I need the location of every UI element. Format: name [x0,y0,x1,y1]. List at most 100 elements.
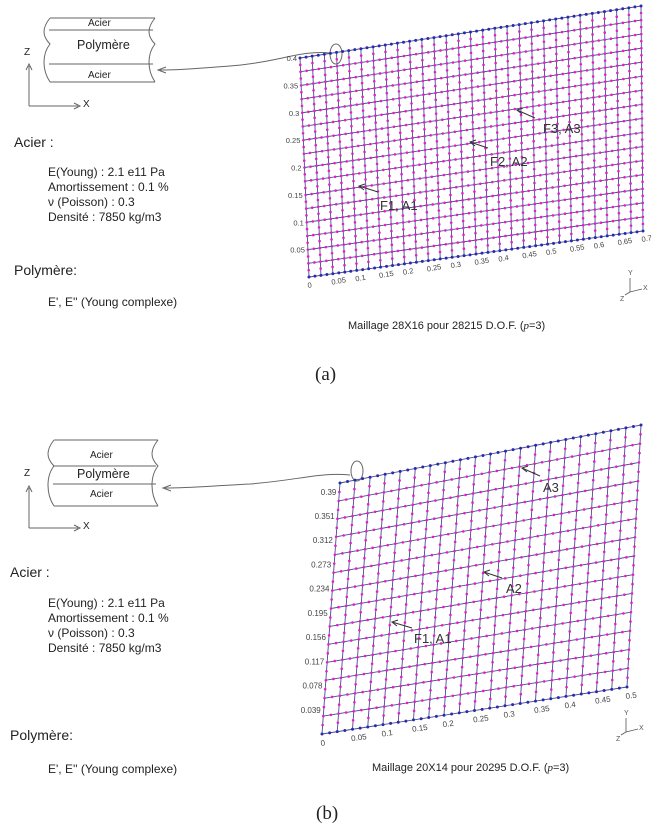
mesh-node [400,666,404,670]
mesh-node [544,166,548,169]
mesh-node [532,153,536,157]
mesh-node [610,539,614,543]
mesh-node [573,42,576,46]
mesh-node [509,178,512,181]
mesh-node [532,139,535,143]
mesh-node [367,716,370,720]
mesh-node [632,564,635,567]
mesh-node [548,450,552,453]
mesh-node [404,123,408,127]
mesh-node [437,209,441,212]
mesh-node [539,187,542,191]
mesh-node [459,693,462,696]
mesh-node [495,587,499,591]
mesh-node [526,700,530,704]
mesh-node [325,669,328,673]
mesh-node [538,159,542,163]
mesh-node [344,604,348,608]
mesh-node [627,20,631,24]
mesh-node [623,445,627,448]
mesh-node [468,547,471,550]
mesh-node [501,95,504,99]
mesh-node [478,154,481,158]
mesh-node [506,80,510,84]
mesh-node [628,104,632,108]
mesh-node [377,563,381,566]
mesh-node [551,214,555,217]
mesh-node [353,227,357,231]
mesh-node [540,461,544,464]
mesh-node [486,230,489,233]
mesh-node [533,216,537,220]
mesh-node [538,497,542,501]
mesh-node [354,75,358,79]
mesh-node [500,632,504,635]
mesh-node [413,467,417,470]
mesh-node [587,553,591,556]
mesh-node [526,445,530,449]
mesh-node [306,255,310,258]
mesh-node [478,509,481,512]
mesh-node [525,119,529,123]
mesh-node [449,496,452,499]
mesh-node [332,571,335,574]
mesh-node [621,35,625,39]
mesh-node [530,35,533,38]
mesh-node [506,59,510,63]
mesh-node [603,24,606,27]
mesh-node [448,165,452,169]
mesh-node [425,210,429,214]
mesh-node [428,106,432,109]
mesh-node [360,708,363,712]
mesh-node [543,96,547,99]
mesh-node [375,141,378,145]
mesh-node [621,491,624,495]
mesh-node [561,86,565,90]
mesh-node [515,219,519,222]
mesh-node [422,107,426,110]
mesh-node [384,64,388,67]
triad-z-axis [624,291,631,296]
mesh-node [344,613,347,617]
mesh-node [531,105,535,108]
mesh-node [508,171,512,174]
mesh-node [625,685,629,689]
mesh-node [386,126,390,129]
mesh-node [494,615,497,618]
mesh-node [341,208,344,212]
mesh-node [514,529,517,533]
mesh-node [470,93,474,96]
mesh-node [345,173,349,177]
mesh-node [628,140,632,143]
mesh-node [580,132,584,136]
mesh-node [420,259,424,263]
mesh-node [617,183,620,187]
mesh-node [615,64,619,68]
mesh-node [469,51,473,55]
mesh-node [423,662,427,666]
mesh-node [439,525,443,528]
mesh-node [323,687,327,691]
mesh-node [349,117,353,121]
mesh-node [594,441,597,445]
mesh-node [620,649,623,653]
mesh-node [526,582,529,585]
mesh-node [389,209,392,212]
mesh-node [530,627,534,630]
mesh-node [414,682,418,685]
mesh-node [346,693,349,696]
mesh-node [613,502,616,506]
mesh-node [421,58,424,62]
mesh-node [507,115,511,119]
mesh-node [409,88,413,91]
mesh-node [393,551,396,555]
mesh-node [518,701,522,705]
mesh-node [452,567,455,571]
mesh-node [561,622,564,625]
mesh-node [512,79,516,83]
mesh-node [339,154,342,157]
mesh-node [596,662,600,666]
mesh-node [402,228,405,231]
mesh-node [401,214,405,217]
mesh-node [375,155,379,159]
